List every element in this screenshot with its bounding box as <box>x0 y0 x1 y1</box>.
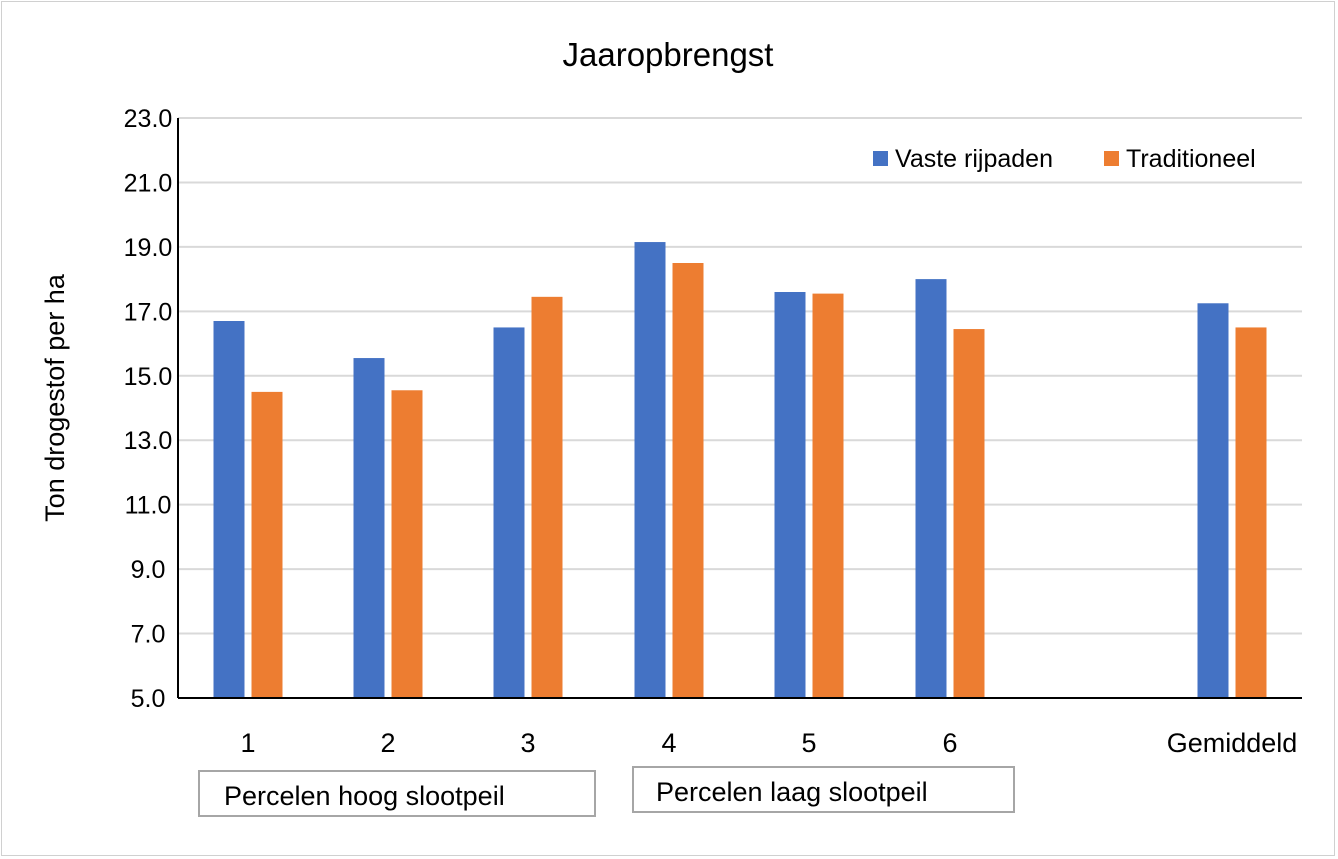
x-tick-label: Gemiddeld <box>1167 728 1298 758</box>
y-tick-label: 15.0 <box>124 363 173 391</box>
y-tick-label: 13.0 <box>124 427 173 455</box>
bar-traditioneel <box>391 390 423 698</box>
y-tick-label: 21.0 <box>124 169 173 197</box>
legend-swatch <box>873 151 888 166</box>
bar-vaste-rijpaden <box>353 358 385 698</box>
bar-traditioneel <box>672 263 704 698</box>
x-tick-label: 3 <box>520 728 535 758</box>
legend: Vaste rijpaden Traditioneel <box>873 145 1256 173</box>
x-tick-label: 4 <box>661 728 676 758</box>
y-tick-label: 11.0 <box>125 492 172 520</box>
legend-swatch <box>1104 151 1119 166</box>
y-tick-label: 17.0 <box>124 298 173 326</box>
gridlines <box>178 117 1302 635</box>
bar-vaste-rijpaden <box>1197 303 1229 698</box>
bar-traditioneel <box>531 296 563 698</box>
bar-vaste-rijpaden <box>493 327 525 698</box>
x-tick-label: 1 <box>240 728 255 758</box>
y-axis-label: Ton drogestof per ha <box>40 273 70 522</box>
bar-traditioneel <box>1235 327 1267 698</box>
bar-vaste-rijpaden <box>634 242 666 699</box>
annotation-box-hoog: Percelen hoog slootpeil <box>198 770 596 817</box>
y-tick-label: 9.0 <box>131 556 166 584</box>
annotation-laag-label: Percelen laag slootpeil <box>656 777 928 807</box>
bar-vaste-rijpaden <box>915 279 947 698</box>
annotation-hoog-label: Percelen hoog slootpeil <box>224 781 505 811</box>
annotation-box-laag: Percelen laag slootpeil <box>632 766 1015 813</box>
x-tick-label: 2 <box>380 728 395 758</box>
chart-title: Jaaropbrengst <box>563 36 774 73</box>
bar-traditioneel <box>953 329 985 698</box>
bar-traditioneel <box>251 391 283 698</box>
y-axis-ticks: 5.0 7.0 9.0 11.0 13.0 15.0 17.0 19.0 21.0 23.0 <box>124 105 173 713</box>
y-tick-label: 19.0 <box>124 234 173 262</box>
legend-label: Traditioneel <box>1126 145 1256 173</box>
x-tick-label: 5 <box>801 728 816 758</box>
y-tick-label: 23.0 <box>124 105 173 133</box>
legend-label: Vaste rijpaden <box>895 145 1053 173</box>
y-tick-label: 5.0 <box>131 685 166 713</box>
x-tick-label: 6 <box>942 728 957 758</box>
bar-vaste-rijpaden <box>774 292 806 698</box>
y-tick-label: 7.0 <box>131 621 166 649</box>
bar-traditioneel <box>812 293 844 698</box>
bars <box>213 242 1267 699</box>
x-axis-ticks: 1 2 3 4 5 6 Gemiddeld <box>240 728 1297 758</box>
bar-vaste-rijpaden <box>213 321 245 698</box>
